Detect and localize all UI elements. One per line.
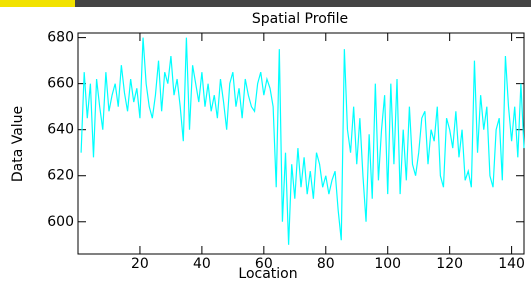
y-tick-label: 660 bbox=[47, 76, 74, 92]
window-strip bbox=[0, 0, 75, 7]
y-tick-label: 640 bbox=[47, 122, 74, 138]
x-tick-label: 140 bbox=[498, 256, 525, 272]
x-tick-label: 60 bbox=[255, 256, 273, 272]
y-tick-label: 620 bbox=[47, 168, 74, 184]
image-strip bbox=[75, 0, 531, 7]
x-tick-label: 100 bbox=[374, 256, 401, 272]
y-tick-label: 680 bbox=[47, 30, 74, 46]
x-tick-label: 20 bbox=[131, 256, 149, 272]
y-tick-label: 600 bbox=[47, 214, 74, 230]
y-axis-label: Data Value bbox=[10, 106, 26, 182]
x-tick-label: 80 bbox=[317, 256, 335, 272]
chart-title: Spatial Profile bbox=[252, 11, 348, 27]
x-tick-label: 120 bbox=[436, 256, 463, 272]
chart: Spatial Profile Location Data Value 6006… bbox=[0, 0, 531, 285]
data-line bbox=[81, 38, 524, 245]
x-tick-label: 40 bbox=[193, 256, 211, 272]
